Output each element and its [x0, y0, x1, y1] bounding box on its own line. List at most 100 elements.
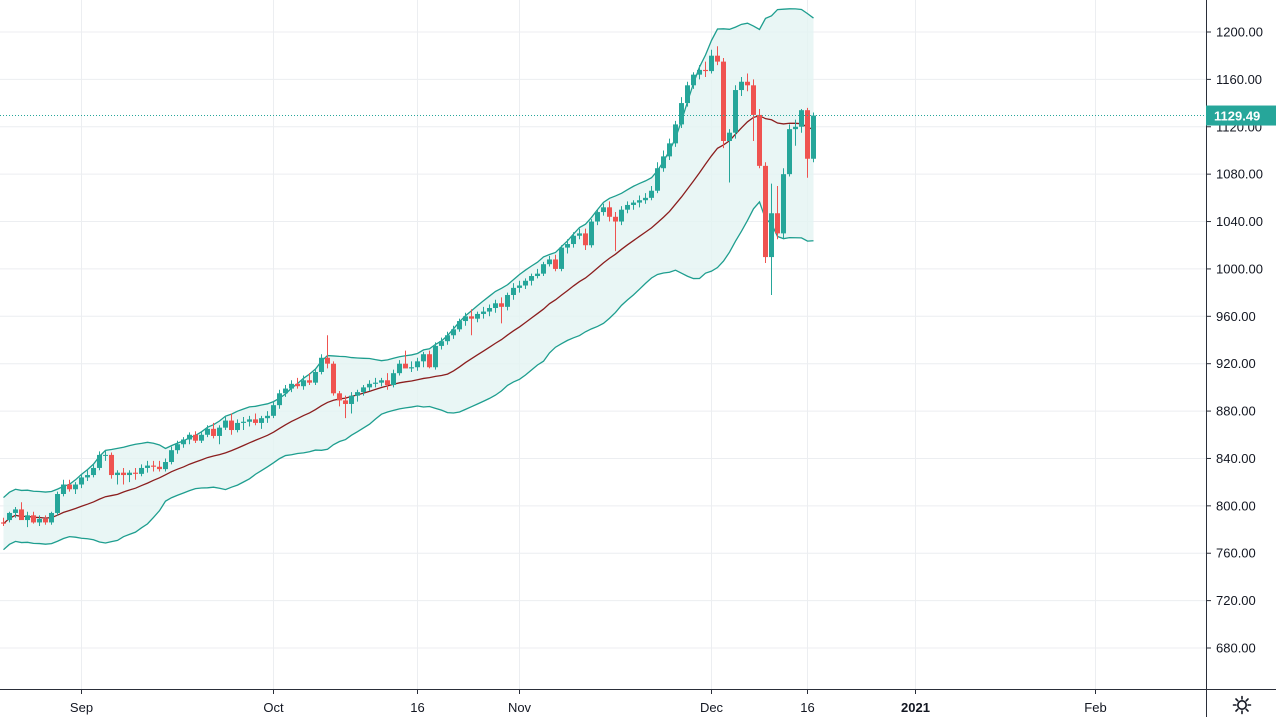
candle-body: [799, 110, 804, 127]
candle-body: [481, 311, 486, 314]
candle-body: [565, 244, 570, 248]
candle-body: [385, 380, 390, 386]
candle: [739, 77, 744, 96]
candle: [445, 331, 450, 345]
candle: [403, 350, 408, 369]
candle: [451, 325, 456, 339]
candle: [427, 350, 432, 369]
candle-body: [781, 174, 786, 234]
candle-body: [367, 383, 372, 388]
candle-body: [91, 467, 96, 476]
candle-body: [607, 207, 612, 217]
candle: [601, 203, 606, 216]
candle-body: [283, 388, 288, 394]
x-axis-labels[interactable]: Sep Oct 16 Nov Dec 16 2021 Feb: [70, 689, 1107, 715]
candle-body: [79, 477, 84, 485]
candle-body: [133, 472, 138, 474]
candle-body: [601, 207, 606, 213]
candle-body: [733, 90, 738, 133]
candle: [61, 479, 66, 497]
gear-icon[interactable]: [1230, 694, 1254, 716]
x-tick-label: Nov: [508, 700, 532, 715]
candle-body: [757, 114, 762, 166]
candle-body: [67, 484, 72, 490]
candle: [43, 515, 48, 525]
candle: [355, 389, 360, 402]
candle: [499, 297, 504, 324]
candle: [589, 219, 594, 248]
candle-body: [613, 216, 618, 222]
candle: [235, 419, 240, 433]
candle-body: [19, 509, 24, 521]
candle-body: [373, 382, 378, 384]
candle: [295, 377, 300, 389]
candle: [205, 425, 210, 438]
candle-body: [625, 204, 630, 210]
candle-body: [715, 55, 720, 62]
candle-body: [241, 421, 246, 423]
candle-body: [619, 209, 624, 222]
candle: [709, 49, 714, 74]
candle: [241, 417, 246, 431]
candle-body: [493, 303, 498, 309]
candle-body: [763, 165, 768, 258]
candle: [379, 377, 384, 387]
candle: [505, 292, 510, 311]
candle-body: [661, 156, 666, 169]
x-tick-label: Oct: [263, 700, 284, 715]
candle-series[interactable]: [1, 46, 816, 528]
y-tick-label: 800.00: [1216, 498, 1256, 513]
candle-body: [577, 233, 582, 236]
candle: [781, 168, 786, 239]
candle: [367, 380, 372, 391]
candle: [265, 411, 270, 423]
candle-body: [211, 428, 216, 436]
candle-body: [313, 371, 318, 383]
candle: [325, 335, 330, 369]
candle-body: [229, 420, 234, 431]
candle-body: [217, 427, 222, 436]
candle: [91, 464, 96, 478]
candle: [577, 228, 582, 240]
candle: [349, 392, 354, 414]
candle-body: [535, 273, 540, 277]
y-tick-label: 840.00: [1216, 451, 1256, 466]
candle-body: [637, 200, 642, 203]
candle-body: [703, 69, 708, 72]
candle: [733, 85, 738, 139]
y-tick-label: 1040.00: [1216, 214, 1263, 229]
x-tick-label: Feb: [1084, 700, 1106, 715]
candle-body: [97, 454, 102, 468]
candle: [337, 390, 342, 407]
candle-body: [379, 380, 384, 383]
candle: [103, 450, 108, 461]
candle-body: [697, 69, 702, 75]
candle-body: [295, 383, 300, 387]
candle-body: [343, 400, 348, 404]
candle-body: [811, 115, 816, 159]
y-tick-label: 920.00: [1216, 356, 1256, 371]
candle: [193, 431, 198, 444]
candle: [37, 515, 42, 526]
candle: [637, 195, 642, 208]
candle-body: [43, 518, 48, 523]
candle: [67, 479, 72, 492]
candle: [595, 209, 600, 226]
candle: [283, 385, 288, 397]
candle-body: [643, 197, 648, 201]
candle: [721, 58, 726, 149]
candle-body: [583, 233, 588, 246]
candle-body: [121, 472, 126, 476]
candle: [535, 268, 540, 279]
candle-body: [751, 85, 756, 115]
basis-line: [3, 114, 814, 525]
candle-body: [421, 354, 426, 362]
candle-body: [775, 213, 780, 234]
candle-body: [85, 475, 90, 478]
y-tick-label: 680.00: [1216, 641, 1256, 656]
candle-body: [175, 444, 180, 451]
candle-body: [163, 462, 168, 470]
candle-body: [745, 81, 750, 86]
candle: [187, 432, 192, 445]
